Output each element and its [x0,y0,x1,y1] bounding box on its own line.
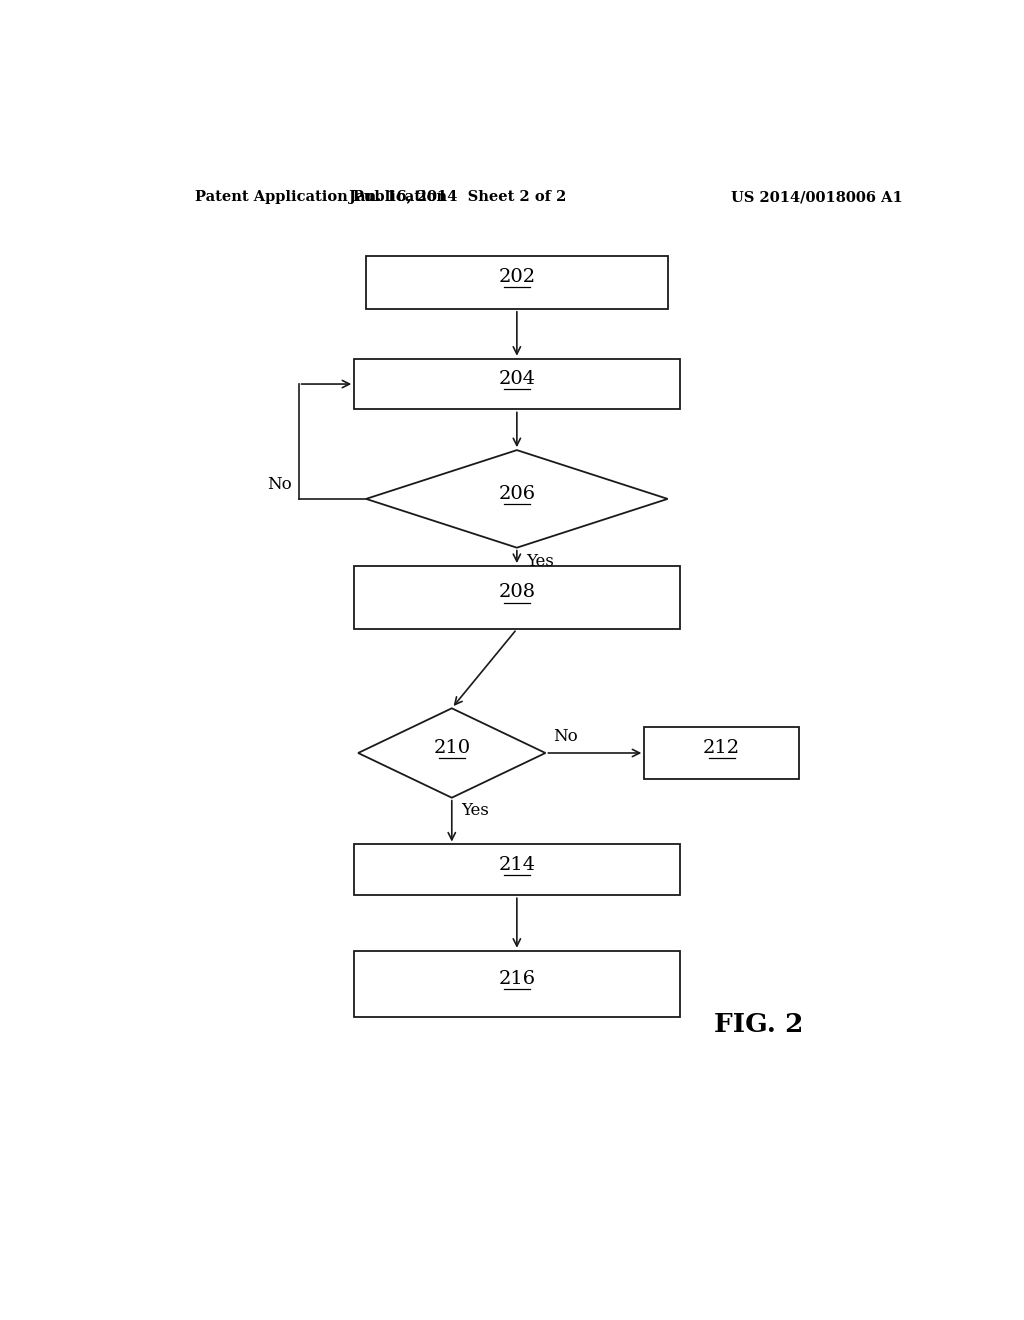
Text: Patent Application Publication: Patent Application Publication [196,190,447,205]
Bar [354,950,680,1016]
Polygon shape [367,450,668,548]
Text: No: No [553,727,579,744]
Bar [354,359,680,409]
Bar [367,256,668,309]
Text: No: No [267,475,292,492]
Text: 214: 214 [499,855,536,874]
Text: 202: 202 [499,268,536,286]
Text: 216: 216 [499,970,536,987]
Text: 206: 206 [499,484,536,503]
Text: 212: 212 [703,739,740,756]
Text: 208: 208 [499,583,536,602]
Bar [354,845,680,895]
Text: 204: 204 [499,370,536,388]
Text: FIG. 2: FIG. 2 [714,1012,804,1038]
Text: Yes: Yes [461,801,489,818]
Bar [644,726,799,779]
Text: Jan. 16, 2014  Sheet 2 of 2: Jan. 16, 2014 Sheet 2 of 2 [348,190,566,205]
Bar [354,566,680,630]
Text: 210: 210 [433,739,470,756]
Text: Yes: Yes [526,553,554,570]
Text: US 2014/0018006 A1: US 2014/0018006 A1 [731,190,903,205]
Polygon shape [358,709,546,797]
